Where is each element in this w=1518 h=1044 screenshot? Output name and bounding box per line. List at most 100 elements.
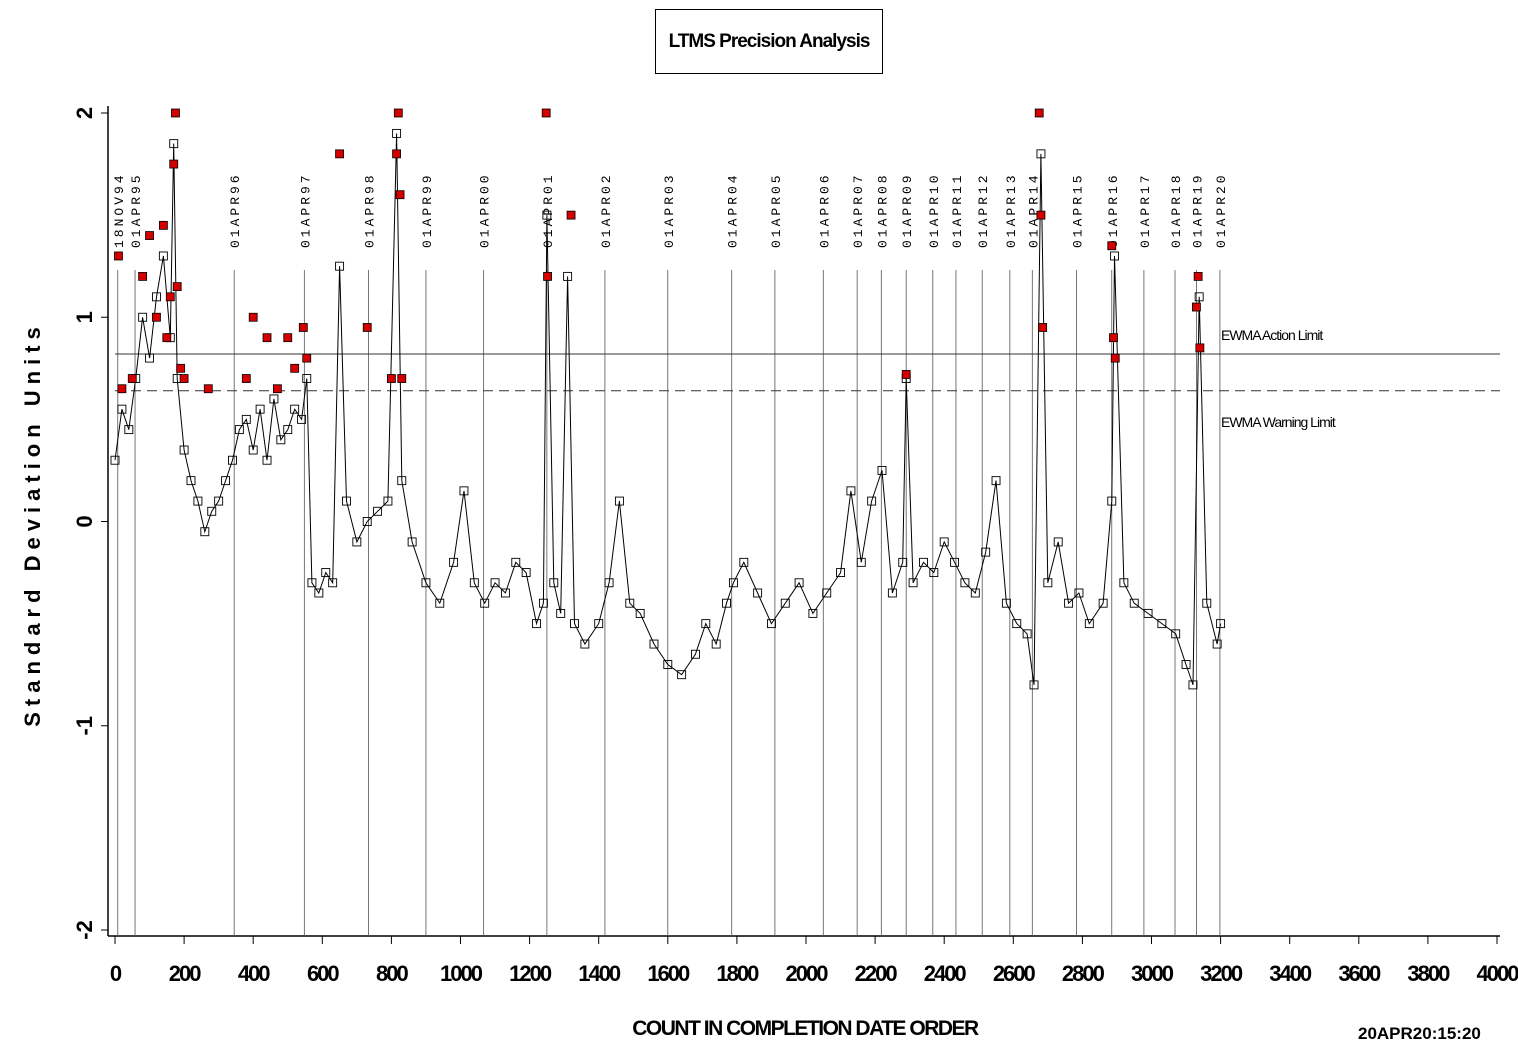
series-point-49 bbox=[490, 578, 500, 588]
series-point-6 bbox=[152, 292, 161, 302]
series-point-42 bbox=[407, 537, 417, 547]
x-tick-label-1400: 1400 bbox=[578, 961, 621, 986]
series-point-18 bbox=[228, 455, 237, 465]
date-marker-label-2: 01APR96 bbox=[228, 172, 243, 248]
series-line bbox=[114, 133, 1222, 686]
flagged-point-32 bbox=[566, 210, 576, 220]
flagged-point-2 bbox=[127, 374, 137, 383]
series-point-2 bbox=[124, 425, 134, 435]
series-point-45 bbox=[449, 557, 459, 567]
date-marker-label-9: 01APR03 bbox=[662, 172, 677, 248]
flagged-point-11 bbox=[172, 282, 182, 292]
date-marker-label-7: 01APR01 bbox=[541, 172, 556, 248]
series-point-105 bbox=[1064, 598, 1074, 608]
series-point-30 bbox=[307, 578, 317, 588]
series-point-36 bbox=[352, 537, 362, 547]
series-point-120 bbox=[1212, 639, 1222, 649]
series-point-68 bbox=[677, 670, 687, 680]
series-point-92 bbox=[939, 537, 949, 547]
series-point-62 bbox=[604, 578, 614, 588]
series-point-24 bbox=[269, 394, 279, 404]
flagged-point-23 bbox=[335, 149, 344, 159]
series-point-114 bbox=[1157, 619, 1167, 629]
series-point-50 bbox=[500, 588, 510, 598]
series-point-106 bbox=[1074, 588, 1084, 598]
series-point-69 bbox=[690, 649, 700, 659]
date-marker-label-19: 01APR13 bbox=[1004, 172, 1019, 248]
flagged-point-5 bbox=[152, 312, 161, 322]
flagged-point-27 bbox=[393, 108, 403, 118]
date-marker-label-14: 01APR08 bbox=[875, 172, 890, 248]
series-point-26 bbox=[283, 425, 293, 435]
flagged-point-17 bbox=[262, 333, 272, 343]
series-point-52 bbox=[521, 568, 531, 578]
series-point-85 bbox=[877, 465, 887, 475]
date-marker-label-25: 01APR19 bbox=[1190, 172, 1205, 248]
flagged-point-13 bbox=[179, 374, 189, 383]
x-tick-label-400: 400 bbox=[238, 961, 270, 986]
series-point-23 bbox=[262, 455, 272, 465]
date-marker-label-10: 01APR04 bbox=[726, 172, 741, 248]
series-point-73 bbox=[728, 578, 738, 588]
series-point-66 bbox=[649, 639, 659, 649]
x-tick-label-2400: 2400 bbox=[924, 961, 967, 986]
date-marker-label-21: 01APR15 bbox=[1071, 172, 1086, 248]
series-point-74 bbox=[739, 557, 749, 567]
series-point-115 bbox=[1171, 629, 1181, 639]
chart-title: LTMS Precision Analysis bbox=[655, 9, 883, 74]
series-point-111 bbox=[1119, 578, 1129, 588]
series-point-20 bbox=[241, 414, 251, 424]
series-point-5 bbox=[145, 353, 155, 363]
flagged-point-28 bbox=[395, 190, 405, 200]
date-marker-label-20: 01APR14 bbox=[1026, 172, 1041, 248]
date-marker-label-24: 01APR18 bbox=[1169, 172, 1184, 248]
flagged-point-21 bbox=[298, 323, 308, 332]
series-point-22 bbox=[255, 404, 265, 414]
series-point-53 bbox=[532, 619, 541, 629]
series-point-28 bbox=[297, 414, 307, 424]
x-tick-label-2200: 2200 bbox=[855, 961, 898, 986]
x-tick-label-3000: 3000 bbox=[1131, 961, 1174, 986]
series-point-77 bbox=[780, 598, 790, 608]
date-marker-label-18: 01APR12 bbox=[976, 172, 991, 248]
series-point-113 bbox=[1143, 608, 1153, 618]
y-tick-label--1: -1 bbox=[72, 716, 97, 736]
date-marker-label-4: 01APR98 bbox=[363, 172, 378, 248]
series-point-32 bbox=[321, 568, 331, 578]
y-tick-label-1: 1 bbox=[72, 311, 97, 323]
series-point-61 bbox=[594, 619, 604, 629]
series-point-1 bbox=[117, 404, 127, 414]
flagged-point-34 bbox=[1034, 108, 1044, 118]
x-tick-label-1000: 1000 bbox=[440, 961, 483, 986]
date-marker-label-6: 01APR00 bbox=[478, 172, 493, 248]
flagged-point-38 bbox=[1109, 333, 1118, 343]
series-point-27 bbox=[290, 404, 300, 414]
series-point-29 bbox=[302, 374, 312, 383]
series-point-13 bbox=[193, 496, 203, 506]
series-point-76 bbox=[767, 619, 776, 629]
flagged-point-37 bbox=[1107, 241, 1117, 251]
series-point-33 bbox=[328, 578, 338, 588]
series-point-54 bbox=[538, 598, 548, 608]
series-point-59 bbox=[570, 619, 579, 629]
series-point-4 bbox=[138, 312, 148, 322]
series-point-43 bbox=[421, 578, 431, 588]
series-point-101 bbox=[1029, 680, 1039, 690]
series-point-90 bbox=[919, 557, 928, 567]
x-tick-label-3600: 3600 bbox=[1338, 961, 1381, 986]
series-point-39 bbox=[383, 496, 393, 506]
series-point-67 bbox=[663, 660, 673, 669]
x-tick-label-3400: 3400 bbox=[1269, 961, 1312, 986]
series-point-57 bbox=[556, 608, 566, 618]
flagged-point-29 bbox=[397, 374, 407, 383]
flagged-point-19 bbox=[283, 333, 293, 343]
y-tick-label-0: 0 bbox=[72, 515, 97, 527]
flagged-point-39 bbox=[1110, 353, 1120, 363]
series-point-46 bbox=[459, 486, 469, 496]
series-point-81 bbox=[836, 568, 845, 578]
x-tick-label-2800: 2800 bbox=[1062, 961, 1105, 986]
reference-line-label-0: EWMA Action Limit bbox=[1221, 327, 1323, 343]
x-tick-label-3200: 3200 bbox=[1200, 961, 1243, 986]
flagged-point-35 bbox=[1036, 210, 1046, 220]
